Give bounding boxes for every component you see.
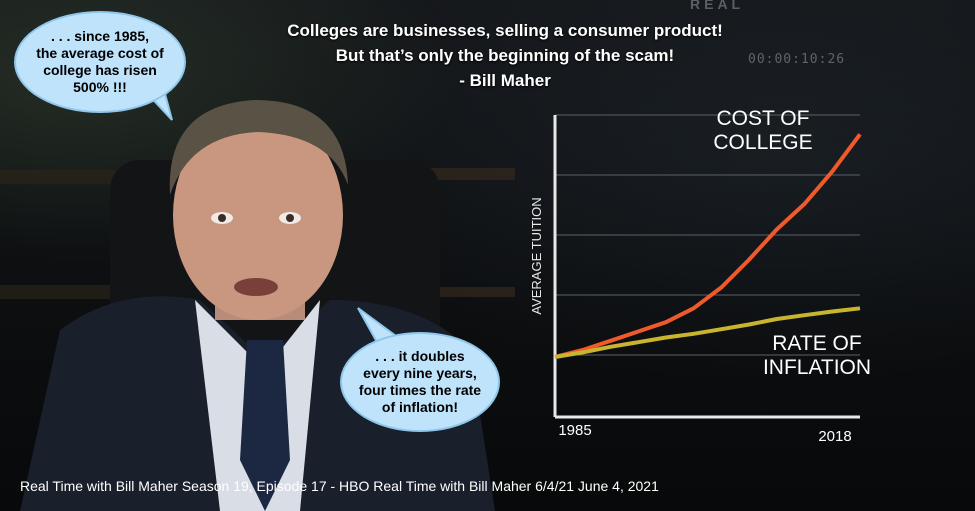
timecode: 00:00:10:26 [748, 52, 846, 67]
chart-gridlines [555, 114, 860, 356]
speech-bubble-text: . . . since 1985, the average cost of co… [36, 28, 164, 95]
series-label-rate-of-inflation: INFLATION [763, 356, 871, 379]
x-tick-label: 2018 [818, 428, 851, 445]
headline-line: Colleges are businesses, selling a consu… [287, 21, 723, 40]
speech-bubble-top-left: . . . since 1985, the average cost of co… [14, 11, 186, 113]
hair [169, 100, 348, 195]
show-watermark: REAL [690, 0, 745, 12]
pupil [218, 214, 226, 222]
headline: Colleges are businesses, selling a consu… [200, 18, 810, 93]
speech-bubble-center: . . . it doubles every nine years, four … [340, 332, 500, 432]
chart-series [554, 133, 862, 359]
pupil [286, 214, 294, 222]
series-label-cost-of-college: COST OF [717, 107, 810, 130]
shelf-light [0, 285, 110, 299]
x-tick-label: 1985 [558, 422, 591, 439]
headline-attribution: - Bill Maher [459, 71, 551, 90]
series-label-cost-of-college: COLLEGE [713, 131, 812, 154]
series-label-rate-of-inflation: RATE OF [772, 332, 861, 355]
series-line-rate-of-inflation [554, 306, 861, 359]
mouth [234, 278, 278, 296]
speech-bubble-text: . . . it doubles every nine years, four … [358, 348, 482, 415]
series-line-cost-of-college [554, 133, 862, 359]
face [173, 110, 343, 320]
episode-caption: Real Time with Bill Maher Season 19, Epi… [20, 478, 659, 494]
shelf-light [405, 287, 515, 297]
y-axis-label: AVERAGE TUITION [529, 197, 544, 314]
headline-line: But that’s only the beginning of the sca… [335, 46, 675, 65]
tie [240, 340, 290, 511]
